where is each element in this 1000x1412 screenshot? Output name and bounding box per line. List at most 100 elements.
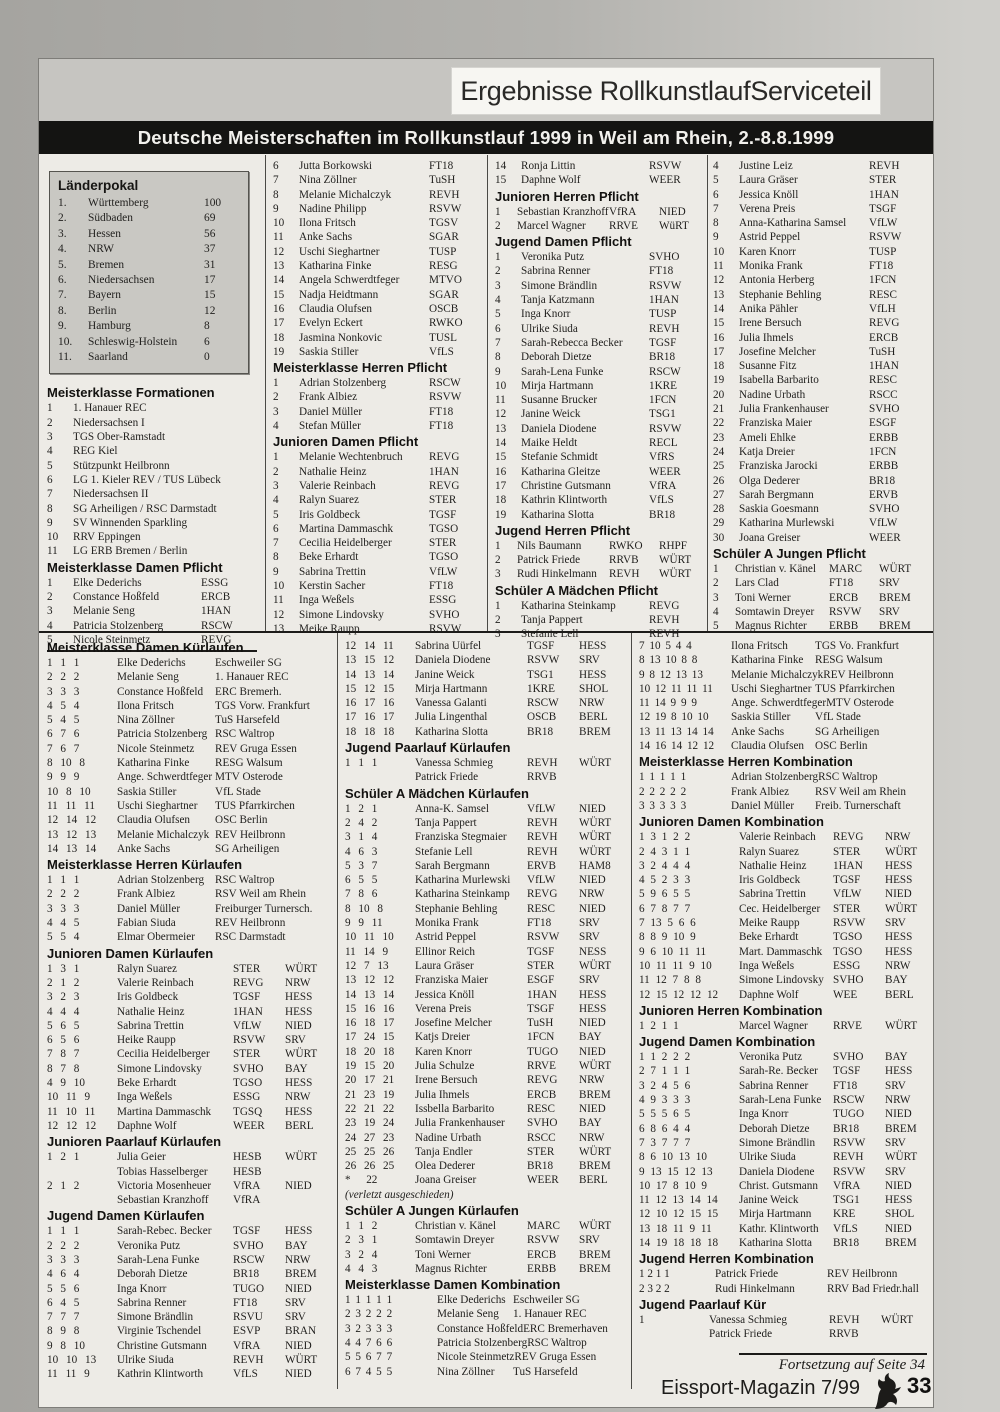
result-rank: 1 — [273, 377, 279, 390]
result-row: 11 12 7 8 8 Simone Lindovsky SVHO BAY — [639, 973, 927, 987]
result-row: 6 LG 1. Kieler REV / TUS Lübeck — [47, 473, 257, 487]
result-row: 6 7 4 5 5 Nina Zöllner TuS Harsefeld — [345, 1365, 625, 1379]
result-row: 1 1 1 Elke Dederichs Eschweiler SG — [47, 656, 331, 670]
laenderpokal-row: 5. Bremen 31 — [58, 258, 240, 273]
result-club: RSC Darmstadt — [215, 931, 286, 944]
result-row: 5 Laura Gräser STER — [713, 173, 925, 187]
result-name: Jasmina Nonkovic — [299, 331, 382, 344]
result-row: * 22 Joana Greiser WEER BERL — [345, 1173, 625, 1187]
result-rank: 13 12 12 — [345, 974, 395, 987]
result-club: BR18 — [649, 351, 676, 364]
result-rank: 17 — [273, 317, 285, 330]
result-name: Nicole Steinmetz — [437, 1351, 515, 1364]
result-rank: 3 3 3 3 3 — [639, 799, 687, 812]
result-club: TuS Harsefeld — [513, 1365, 578, 1378]
section-title: Jugend Herren Kombination — [639, 1251, 814, 1267]
result-name: Toni Werner — [415, 1248, 471, 1261]
result-rank: 6 — [495, 322, 501, 335]
result-club: VfLS — [833, 1222, 858, 1235]
result-name: Sabrina Trettin — [117, 1019, 184, 1032]
points: 0 — [204, 351, 210, 364]
result-region: BREM — [579, 1160, 611, 1173]
points: 8 — [204, 320, 210, 333]
result-club: VfRA — [233, 1179, 261, 1192]
result-rank: 3 — [495, 568, 501, 581]
result-rank: 12 — [495, 408, 507, 421]
result-name: Cecilia Heidelberger — [299, 537, 392, 550]
result-region: NIED — [285, 1179, 312, 1192]
result-name: Christ. Gutsmann — [739, 1179, 818, 1192]
result-name: Ellinor Reich — [415, 945, 475, 958]
result-row: 12 19 8 10 10 Saskia Stiller VfL Stade — [639, 710, 927, 724]
result-row: 1 1 1 Sarah-Rebec. Becker TGSF HESS — [47, 1224, 331, 1238]
result-name: Claudia Olufsen — [117, 814, 191, 827]
result-club: VfLS — [233, 1368, 258, 1381]
result-row: 6 4 5 Sabrina Renner FT18 SRV — [47, 1296, 331, 1310]
state-name: Niedersachsen — [88, 274, 155, 287]
result-row: 6 8 6 4 4 Deborah Dietze BR18 BREM — [639, 1122, 927, 1136]
result-name: Deborah Dietze — [521, 351, 592, 364]
result-club: VfLW — [869, 517, 898, 530]
rank: 8. — [58, 304, 67, 317]
result-club: SG Arheiligen — [215, 842, 280, 855]
result-row: 16 Julia Ihmels ERCB — [713, 331, 925, 345]
section-title: Schüler A Jungen Pflicht — [713, 546, 866, 562]
result-club: HESB — [233, 1165, 262, 1178]
result-club: VfLS — [649, 494, 674, 507]
result-row: 2 4 2 Tanja Pappert REVH WÜRT — [345, 816, 625, 830]
result-club: RESC — [869, 288, 897, 301]
result-club: BR18 — [833, 1236, 860, 1249]
result-club: 1HAN — [201, 605, 231, 618]
result-name: Uschi Sieghartner — [117, 799, 198, 812]
result-row: 15 Daphne Wolf WEER — [495, 173, 705, 187]
result-club: TuSH — [429, 174, 456, 187]
result-rank: 4 4 4 — [47, 1005, 80, 1018]
result-region: NIED — [579, 874, 606, 887]
result-club: VfL Stade — [215, 785, 261, 798]
laenderpokal-row: 1. Württemberg 100 — [58, 196, 240, 211]
result-row: 12 Janine Weick TSG1 — [495, 407, 705, 421]
result-name: Katharina Steinkamp — [415, 888, 510, 901]
result-name: Sarah-Lena Funke — [739, 1094, 822, 1107]
result-row: 2 Sabrina Renner FT18 — [495, 264, 705, 278]
result-rank: 1 — [47, 402, 53, 415]
result-name: Uschi Sieghartner — [299, 245, 380, 258]
result-row: 19 Isabella Barbarito RESC — [713, 373, 925, 387]
result-name: Julia Ihmels — [739, 331, 794, 344]
result-row: 8 Melanie Michalczyk REVH — [273, 188, 485, 202]
results-section: Meisterklasse Formationen 1 1. Hanauer REC… — [47, 384, 257, 558]
result-name: Iris Goldbeck — [117, 991, 179, 1004]
result-rank: 13 — [495, 422, 507, 435]
result-row: 5 Magnus Richter ERBB BREM — [713, 619, 925, 633]
result-rank: 7 — [713, 202, 719, 215]
result-row: 11 14 9 Ellinor Reich TGSF NESS — [345, 945, 625, 959]
result-name: Karen Knorr — [415, 1045, 472, 1058]
result-row: 4 4 4 Nathalie Heinz 1HAN HESS — [47, 1005, 331, 1019]
result-name: Adrian Stolzenberg — [299, 377, 387, 390]
result-club: REVG — [527, 1074, 558, 1087]
result-club: 1FCN — [649, 394, 677, 407]
result-rank: 8 — [273, 188, 279, 201]
result-rank: 23 — [713, 431, 725, 444]
result-name: Valerie Reinbach — [117, 976, 194, 989]
result-rank: 9 9 9 — [47, 771, 80, 784]
result-club: REVG — [527, 888, 558, 901]
result-name: Fabian Siuda — [117, 917, 176, 930]
result-row: 4 Stefan Müller FT18 — [273, 419, 485, 433]
result-name: Sabrina Renner — [117, 1296, 187, 1309]
result-rank: 10 11 9 — [47, 1091, 91, 1104]
result-name: Sarah-Rebecca Becker — [521, 336, 623, 349]
result-club: REVH — [429, 188, 460, 201]
result-name: Christine Gutsmann — [117, 1339, 207, 1352]
result-name: Kathrin Klintworth — [521, 494, 608, 507]
result-row: 15 12 15 Mirja Hartmann 1KRE SHOL — [345, 682, 625, 696]
result-club: REVH — [833, 1151, 864, 1164]
result-row: 7 7 7 Simone Brändlin RSVU SRV — [47, 1310, 331, 1324]
result-row: 14 Anika Pähler VfLH — [713, 302, 925, 316]
result-name: Patricia Stolzenberg — [437, 1337, 528, 1350]
section-title: Jugend Damen Pflicht — [495, 234, 632, 250]
result-row: 4 Somtawin Dreyer RSVW SRV — [713, 605, 925, 619]
result-row: 13 11 13 14 14 Anke Sachs SG Arheiligen — [639, 725, 927, 739]
result-rank: 10 11 10 — [345, 931, 394, 944]
result-club: 1HAN — [429, 465, 459, 478]
